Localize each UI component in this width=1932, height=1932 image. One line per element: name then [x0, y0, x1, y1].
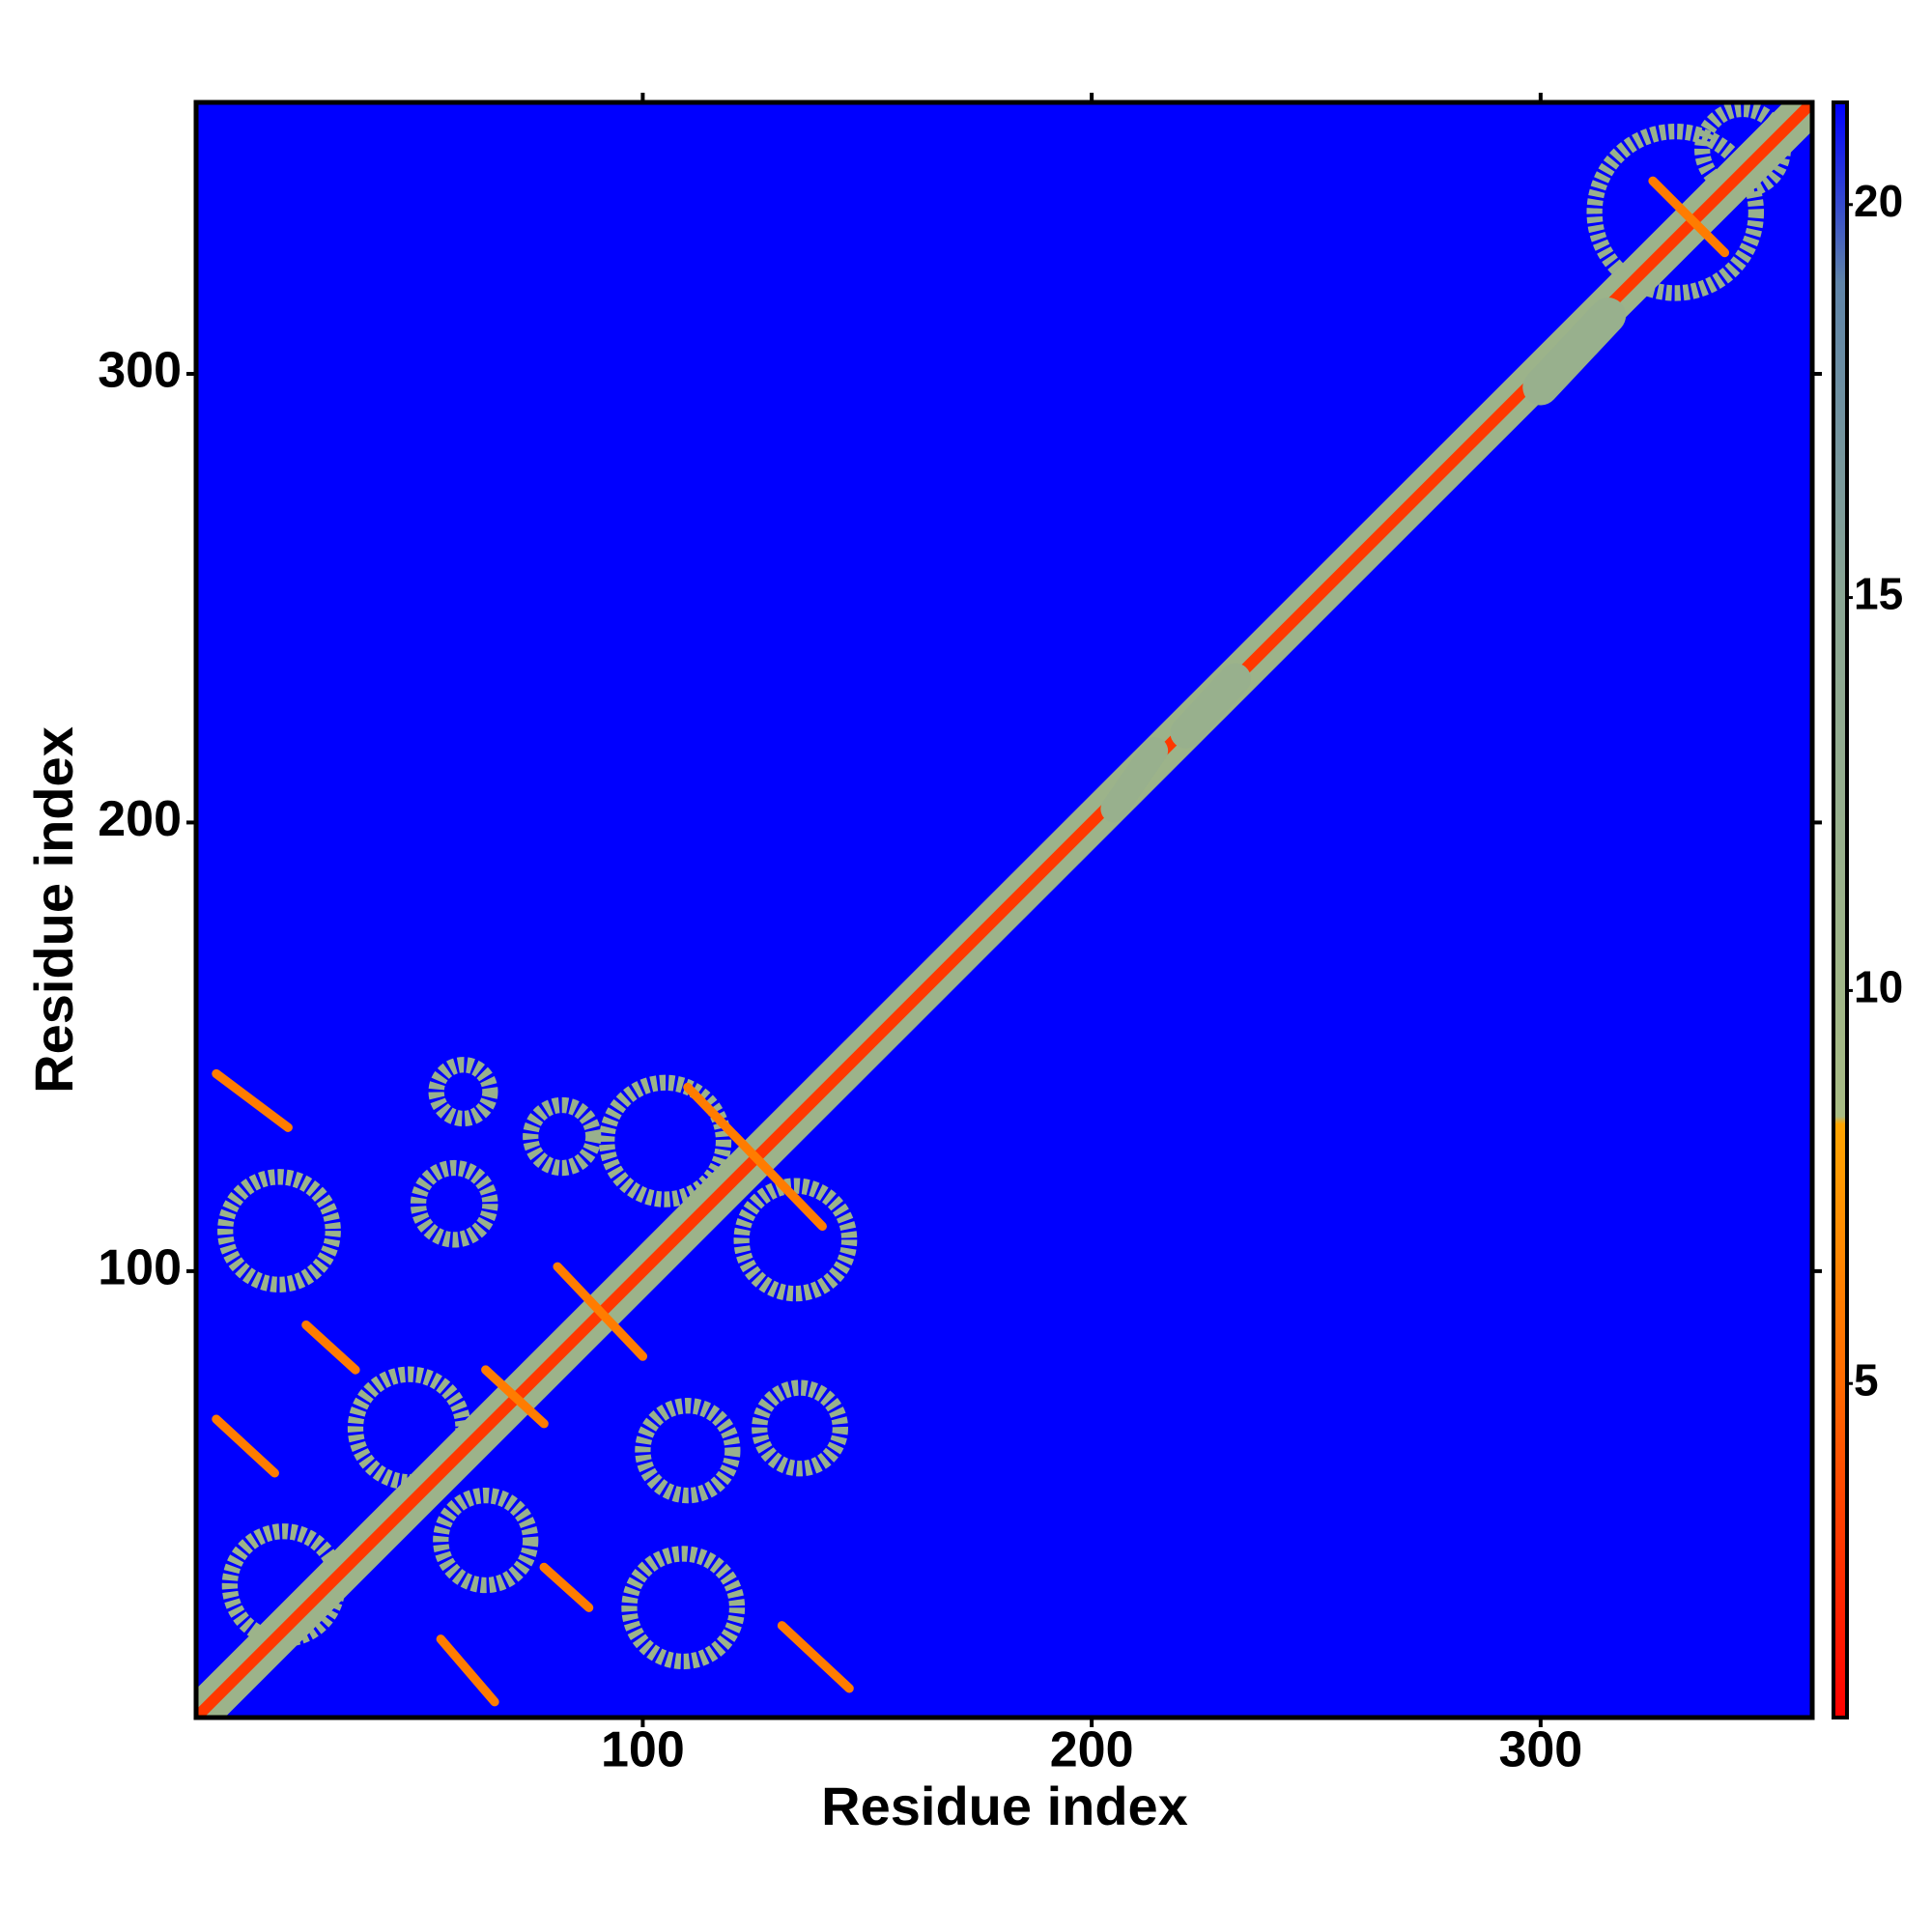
contact-band — [1170, 663, 1252, 749]
colorbar-tick-label: 10 — [1854, 962, 1903, 1012]
contact-band — [1648, 176, 1730, 258]
colorbar — [1832, 100, 1849, 1719]
y-tick-label: 200 — [98, 791, 182, 847]
colorbar-tick-label: 5 — [1854, 1354, 1879, 1405]
contact-ring — [217, 1169, 341, 1293]
y-axis-title: Residue index — [23, 726, 84, 1094]
x-tick-label: 200 — [1050, 1722, 1134, 1778]
contact-band — [683, 1082, 827, 1232]
x-tick-label: 100 — [601, 1722, 685, 1778]
y-tick-label: 300 — [98, 343, 182, 399]
contact-ring — [599, 1074, 732, 1208]
contact-band — [212, 1414, 279, 1478]
contact-band — [301, 1320, 360, 1375]
y-tick-label: 100 — [98, 1240, 182, 1296]
contact-ring — [635, 1398, 741, 1504]
contact-band — [1100, 737, 1169, 823]
contact-band — [539, 1562, 594, 1612]
contact-band — [1522, 298, 1627, 406]
contact-band — [481, 1365, 549, 1429]
contact-band — [436, 1634, 499, 1707]
plot-frame — [193, 99, 1815, 1720]
contact-ring — [428, 1057, 498, 1127]
heatmap — [196, 102, 1812, 1718]
contact-band — [777, 1621, 854, 1693]
x-axis-title: Residue index — [821, 1776, 1188, 1836]
contact-ring — [621, 1546, 746, 1670]
contact-ring — [752, 1379, 849, 1477]
contact-band — [212, 1068, 293, 1132]
colorbar-tick-label: 15 — [1854, 569, 1903, 619]
contact-ring — [1586, 124, 1765, 301]
contact-ring — [433, 1487, 539, 1594]
contact-band — [553, 1262, 648, 1361]
contact-ring — [733, 1178, 858, 1302]
contact-ring — [523, 1096, 602, 1177]
colorbar-tick-label: 20 — [1854, 176, 1903, 226]
x-tick-label: 300 — [1498, 1722, 1582, 1778]
contact-ring — [410, 1159, 498, 1248]
